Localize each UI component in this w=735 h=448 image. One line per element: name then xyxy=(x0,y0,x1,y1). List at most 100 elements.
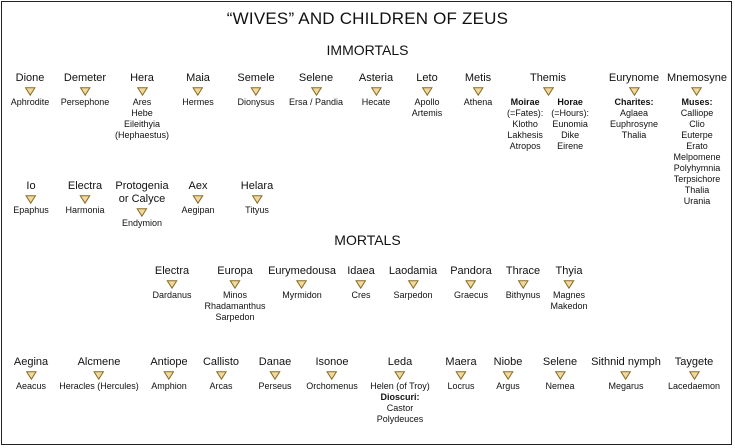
children-list: Orchomenus xyxy=(306,381,358,392)
child-name: Artemis xyxy=(411,108,443,118)
child-name: Ersa / Pandia xyxy=(288,97,344,107)
child-group: Dioscuri: Castor Polydeuces xyxy=(370,392,430,425)
child-name: Apollo xyxy=(414,97,440,107)
down-triangle-icon xyxy=(136,87,148,96)
child-name: Clio xyxy=(689,119,705,129)
lineage-entry: Electra Dardanus xyxy=(152,265,191,301)
children-list: Lacedaemon xyxy=(668,381,720,392)
mother-name: Thyia xyxy=(555,265,583,277)
lineage-entry: Isonoe Orchomenus xyxy=(306,356,358,392)
child-name: Terpsichore xyxy=(673,174,721,184)
children-list: Endymion xyxy=(115,218,168,229)
down-triangle-icon xyxy=(554,371,566,380)
children-list: Dionysus xyxy=(237,97,274,108)
child-name: Minos xyxy=(222,290,248,300)
child-name: Perseus xyxy=(258,381,292,391)
child-name: Persephone xyxy=(60,97,110,107)
child-group: Moirae (=Fates): Klotho Lakhesis Atropos xyxy=(507,97,543,152)
mother-name: Eurymedousa xyxy=(268,265,336,277)
child-group: Charites: Aglaea Euphrosyne Thalia xyxy=(609,97,659,141)
lineage-entry: Niobe Argus xyxy=(494,356,523,392)
lineage-entry: Demeter Persephone xyxy=(61,72,110,108)
down-triangle-icon xyxy=(79,87,91,96)
mother-name: Themis xyxy=(529,72,567,84)
children-list: Perseus xyxy=(258,381,291,392)
child-name: Melpomene xyxy=(673,152,721,162)
down-triangle-icon xyxy=(407,280,419,289)
child-name: Klotho xyxy=(512,119,538,129)
child-name: Heracles (Hercules) xyxy=(59,381,139,391)
down-triangle-icon xyxy=(215,371,227,380)
down-triangle-icon xyxy=(192,195,204,204)
down-triangle-icon xyxy=(250,87,262,96)
children-list: Ares Hebe Eileithyia (Hephaestus) xyxy=(115,97,169,141)
lineage-entry: Idaea Cres xyxy=(347,265,375,301)
down-triangle-icon xyxy=(310,87,322,96)
lineage-entry: Mnemosyne Muses: Calliope Clio Euterpe Erato M… xyxy=(667,72,727,207)
group-name: Moirae xyxy=(510,97,540,107)
children-list: Athena xyxy=(464,97,493,108)
children-list: Argus xyxy=(494,381,523,392)
mother-name: Maia xyxy=(186,72,210,84)
lineage-entry: Aegina Aeacus xyxy=(14,356,48,392)
mother-name: Sithnid nymph xyxy=(591,356,661,368)
lineage-entry: Metis Athena xyxy=(464,72,493,108)
mother-name: Aex xyxy=(188,180,208,192)
children-list: Persephone xyxy=(61,97,110,108)
children-groups: Muses: Calliope Clio Euterpe Erato Melpomene P… xyxy=(667,97,727,207)
child-name: Harmonia xyxy=(65,205,105,215)
children-list: Bithynus xyxy=(506,290,541,301)
mother-name: Mnemosyne xyxy=(667,72,727,84)
child-name: Euphrosyne xyxy=(609,119,659,129)
children-list: Apollo Artemis xyxy=(412,97,443,119)
lineage-entry: Protogenia or Calyce Endymion xyxy=(115,180,168,229)
lineage-entry: Alcmene Heracles (Hercules) xyxy=(59,356,139,392)
lineage-entry: Eurymedousa Myrmidon xyxy=(268,265,336,301)
mother-name: Taygete xyxy=(674,356,714,368)
child-name: Aegipan xyxy=(181,205,215,215)
lineage-entry: Selene Ersa / Pandia xyxy=(289,72,343,108)
children-groups: Dioscuri: Castor Polydeuces xyxy=(370,392,430,425)
mother-name: Idaea xyxy=(347,265,375,277)
child-name: Eirene xyxy=(557,141,584,151)
mother-name: Thrace xyxy=(505,265,541,277)
mother-name: Leto xyxy=(416,72,438,84)
child-name: Eileithyia xyxy=(123,119,161,129)
child-name: Sarpedon xyxy=(215,312,255,322)
mother-name: Semele xyxy=(237,72,275,84)
children-list: Ersa / Pandia xyxy=(289,97,343,108)
lineage-entry: Leto Apollo Artemis xyxy=(412,72,443,119)
child-name: Helen (of Troy) xyxy=(370,381,430,391)
child-name: Megarus xyxy=(608,381,644,391)
child-name: Urania xyxy=(683,196,711,206)
children-list: Helen (of Troy) xyxy=(370,381,430,392)
child-name: Atropos xyxy=(509,141,541,151)
child-name: (Hephaestus) xyxy=(114,130,170,140)
lineage-entry: Leda Helen (of Troy) Dioscuri: Castor Polyde… xyxy=(370,356,430,425)
children-list: Sarpedon xyxy=(389,290,437,301)
child-name: Sarpedon xyxy=(393,290,433,300)
lineage-entry: Europa Minos Rhadamanthus Sarpedon xyxy=(204,265,265,323)
child-name: Aglaea xyxy=(619,108,649,118)
lineage-entry: Themis Moirae (=Fates): Klotho Lakhesis Atrop… xyxy=(507,72,589,152)
child-name: Hecate xyxy=(361,97,391,107)
down-triangle-icon xyxy=(620,371,632,380)
mother-name: or Calyce xyxy=(118,193,166,205)
mother-name: Laodamia xyxy=(388,265,438,277)
child-name: Graecus xyxy=(453,290,488,300)
child-name: Hebe xyxy=(131,108,153,118)
mother-name: Aegina xyxy=(13,356,49,368)
children-list: Aphrodite xyxy=(11,97,50,108)
child-name: Aphrodite xyxy=(10,97,50,107)
section-immortals: IMMORTALS xyxy=(326,42,409,58)
down-triangle-icon xyxy=(688,371,700,380)
mother-name: Hera xyxy=(130,72,154,84)
down-triangle-icon xyxy=(136,208,148,217)
child-name: Polyhymnia xyxy=(673,163,721,173)
children-list: Aeacus xyxy=(14,381,48,392)
mother-name: Selene xyxy=(542,356,578,368)
mother-name: Helara xyxy=(240,180,274,192)
child-name: Arcas xyxy=(209,381,233,391)
children-list: Locrus xyxy=(445,381,476,392)
